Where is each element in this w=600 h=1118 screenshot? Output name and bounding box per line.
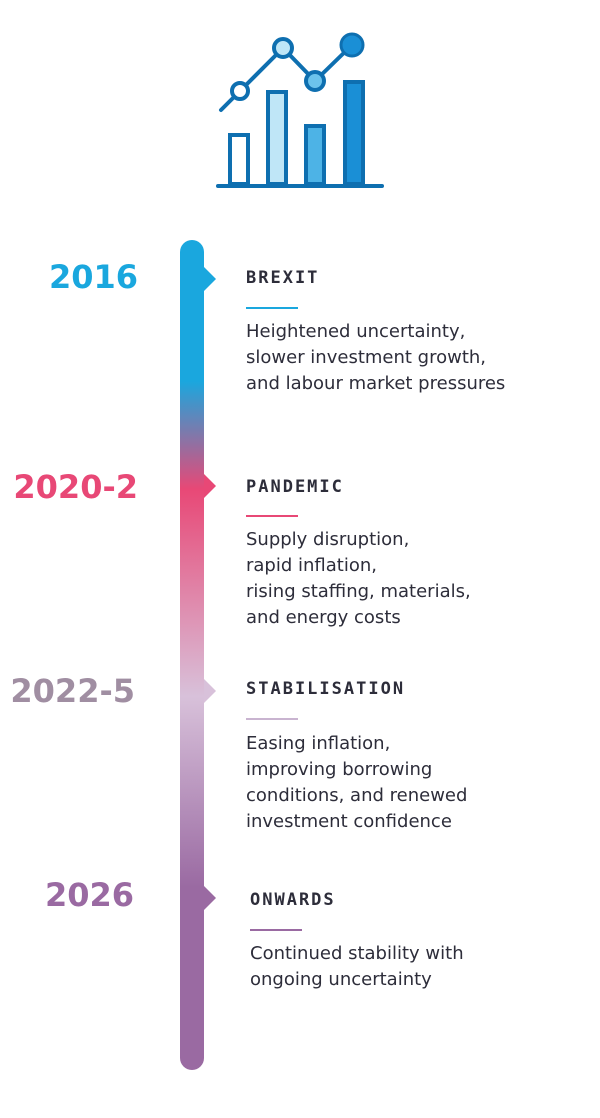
description-line: Continued stability with bbox=[250, 943, 464, 964]
event-heading-pandemic: PANDEMIC bbox=[246, 477, 344, 497]
description-line: ongoing uncertainty bbox=[250, 969, 432, 990]
timeline-pointer-2022 bbox=[204, 679, 216, 703]
timeline-pointer-2020 bbox=[204, 474, 216, 498]
description-line: Heightened uncertainty, bbox=[246, 321, 466, 342]
event-description-pandemic: Supply disruption, rapid inflation, risi… bbox=[246, 527, 576, 631]
year-2026: 2026 bbox=[44, 876, 134, 914]
year-2022-5: 2022-5 bbox=[10, 672, 135, 710]
event-description-brexit: Heightened uncertainty, slower investmen… bbox=[246, 319, 576, 397]
event-divider bbox=[246, 718, 298, 720]
event-description-onwards: Continued stability with ongoing uncerta… bbox=[250, 941, 580, 993]
chart-trend-illustration bbox=[0, 0, 600, 200]
year-2016: 2016 bbox=[48, 258, 138, 296]
year-2020-2: 2020-2 bbox=[13, 468, 138, 506]
description-line: investment confidence bbox=[246, 811, 452, 832]
event-heading-stabilisation: STABILISATION bbox=[246, 679, 406, 699]
timeline-bar bbox=[180, 240, 204, 1070]
event-divider bbox=[246, 307, 298, 309]
timeline-pointer-2026 bbox=[204, 886, 216, 910]
timeline-pointer-2016 bbox=[204, 267, 216, 291]
event-heading-brexit: BREXIT bbox=[246, 268, 320, 288]
description-line: Easing inflation, bbox=[246, 733, 391, 754]
event-description-stabilisation: Easing inflation, improving borrowing co… bbox=[246, 731, 576, 835]
description-line: and labour market pressures bbox=[246, 373, 506, 394]
event-divider bbox=[246, 515, 298, 517]
event-divider bbox=[250, 929, 302, 931]
description-line: improving borrowing bbox=[246, 759, 433, 780]
description-line: Supply disruption, bbox=[246, 529, 410, 550]
description-line: rising staffing, materials, bbox=[246, 581, 471, 602]
description-line: conditions, and renewed bbox=[246, 785, 468, 806]
description-line: slower investment growth, bbox=[246, 347, 487, 368]
bar-chart-trend-icon bbox=[216, 32, 384, 188]
description-line: rapid inflation, bbox=[246, 555, 377, 576]
description-line: and energy costs bbox=[246, 607, 401, 628]
event-heading-onwards: ONWARDS bbox=[250, 890, 336, 910]
